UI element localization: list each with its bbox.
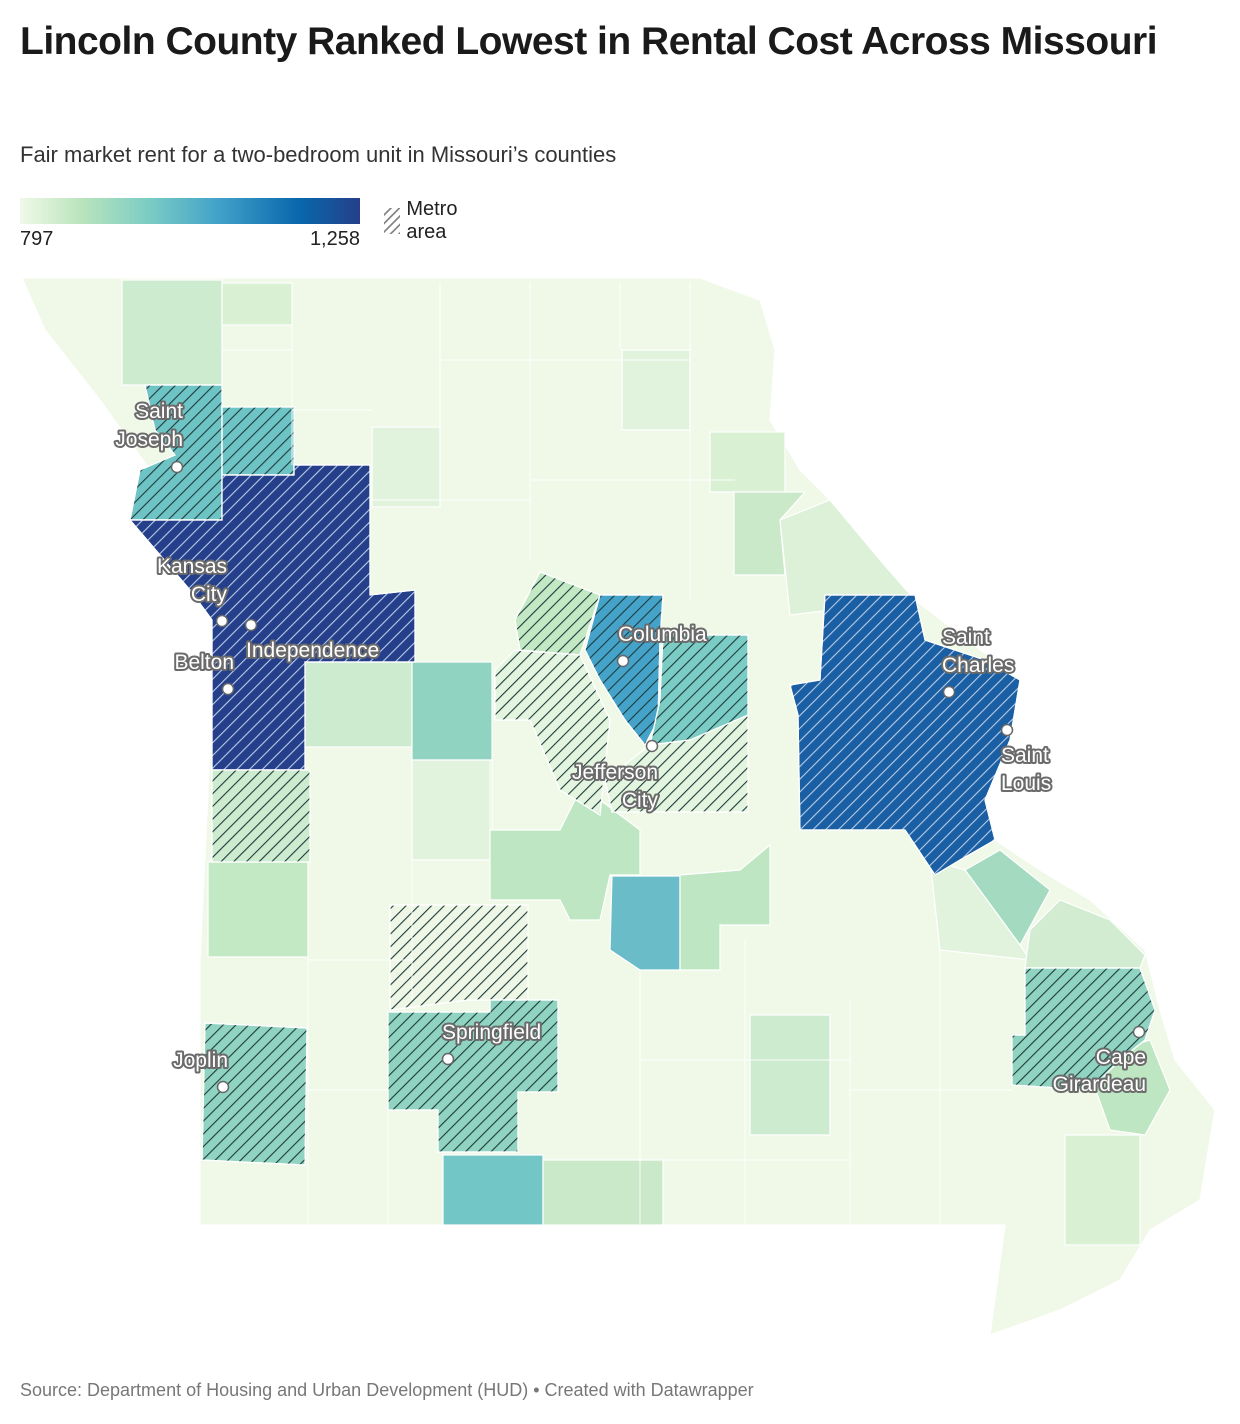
city-cape-girardeau: Cape Girardeau bbox=[1051, 1025, 1148, 1098]
svg-text:Belton: Belton bbox=[174, 651, 234, 674]
svg-text:City: City bbox=[191, 583, 228, 606]
svg-text:Jefferson: Jefferson bbox=[572, 761, 658, 784]
legend-max: 1,258 bbox=[309, 228, 360, 250]
svg-text:Independence: Independence bbox=[246, 639, 379, 662]
svg-text:Saint: Saint bbox=[942, 626, 990, 649]
svg-text:Saint: Saint bbox=[135, 400, 183, 423]
city-springfield: Springfield bbox=[440, 1019, 543, 1066]
subtitle: Fair market rent for a two-bedroom unit … bbox=[20, 142, 617, 167]
city-belton: Belton bbox=[172, 649, 236, 696]
svg-text:Joplin: Joplin bbox=[173, 1049, 228, 1072]
svg-text:Springfield: Springfield bbox=[442, 1021, 541, 1044]
city-kansas-city: Kansas City bbox=[155, 553, 229, 628]
city-saint-joseph: Saint Joseph bbox=[113, 398, 185, 474]
svg-text:Kansas: Kansas bbox=[157, 555, 227, 578]
svg-text:Columbia: Columbia bbox=[618, 623, 707, 646]
metro-saint-louis bbox=[789, 594, 1021, 876]
city-labels: Saint Joseph Kansas City Independence Be… bbox=[113, 398, 1148, 1098]
metro-legend: Metro area bbox=[384, 198, 467, 244]
city-saint-louis: Saint Louis bbox=[999, 723, 1053, 797]
missouri-map: Saint Joseph Kansas City Independence Be… bbox=[21, 277, 1216, 1336]
metro-legend-label: Metro area bbox=[406, 198, 458, 243]
city-joplin: Joplin bbox=[171, 1047, 230, 1094]
city-jefferson-city: Jefferson City bbox=[570, 739, 660, 814]
color-scale-bar bbox=[20, 198, 360, 224]
legend-min: 797 bbox=[20, 228, 54, 250]
source-footer: Source: Department of Housing and Urban … bbox=[20, 1380, 754, 1400]
svg-text:City: City bbox=[622, 789, 659, 812]
metro-saint-joseph bbox=[129, 384, 295, 521]
svg-text:Joseph: Joseph bbox=[115, 428, 183, 451]
hatch-pattern-icon bbox=[384, 208, 401, 234]
page-title: Lincoln County Ranked Lowest in Rental C… bbox=[20, 20, 1158, 63]
city-columbia: Columbia bbox=[616, 621, 709, 668]
svg-text:Cape: Cape bbox=[1096, 1046, 1146, 1069]
metro-kansas-city bbox=[128, 464, 416, 771]
svg-text:Girardeau: Girardeau bbox=[1053, 1073, 1146, 1096]
svg-text:Louis: Louis bbox=[1001, 772, 1051, 795]
city-independence: Independence bbox=[244, 618, 381, 664]
svg-text:Saint: Saint bbox=[1001, 744, 1049, 767]
svg-text:Charles: Charles bbox=[942, 654, 1014, 677]
city-saint-charles: Saint Charles bbox=[940, 624, 1016, 699]
